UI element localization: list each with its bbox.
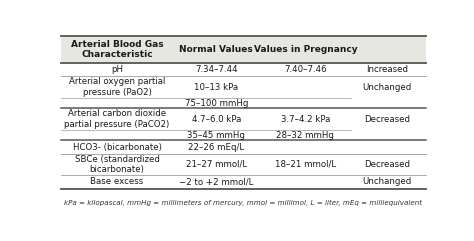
Bar [61,36,426,63]
Text: Arterial Blood Gas
Characteristic: Arterial Blood Gas Characteristic [71,40,164,59]
Text: pH: pH [111,65,123,74]
Text: Base excess: Base excess [91,177,144,186]
Text: 10–13 kPa: 10–13 kPa [194,83,238,92]
Text: −2 to +2 mmol/L: −2 to +2 mmol/L [179,177,254,186]
Text: Unchanged: Unchanged [363,83,412,92]
Text: 28–32 mmHg: 28–32 mmHg [276,131,334,140]
Text: 3.7–4.2 kPa: 3.7–4.2 kPa [281,115,330,124]
Text: 7.40–7.46: 7.40–7.46 [284,65,327,74]
Text: Normal Values: Normal Values [180,45,253,54]
Text: 18–21 mmol/L: 18–21 mmol/L [275,160,336,169]
Text: Unchanged: Unchanged [363,177,412,186]
Text: kPa = kilopascal, mmHg = millimeters of mercury, mmol = millimol, L = liter, mEq: kPa = kilopascal, mmHg = millimeters of … [64,200,422,206]
Text: 21–27 mmol/L: 21–27 mmol/L [186,160,247,169]
Text: SBCe (standardized
bicarbonate): SBCe (standardized bicarbonate) [75,155,160,174]
Text: 4.7–6.0 kPa: 4.7–6.0 kPa [191,115,241,124]
Text: 75–100 mmHg: 75–100 mmHg [184,99,248,107]
Text: Increased: Increased [366,65,408,74]
Text: 7.34–7.44: 7.34–7.44 [195,65,237,74]
Text: Decreased: Decreased [364,160,410,169]
Text: 22–26 mEq/L: 22–26 mEq/L [188,143,245,152]
Text: 35–45 mmHg: 35–45 mmHg [187,131,245,140]
Text: HCO3- (bicarbonate): HCO3- (bicarbonate) [73,143,162,152]
Text: Values in Pregnancy: Values in Pregnancy [254,45,357,54]
Text: Arterial carbon dioxide
partial pressure (PaCO2): Arterial carbon dioxide partial pressure… [64,109,170,129]
Text: Decreased: Decreased [364,115,410,124]
Text: Arterial oxygen partial
pressure (PaO2): Arterial oxygen partial pressure (PaO2) [69,77,165,97]
